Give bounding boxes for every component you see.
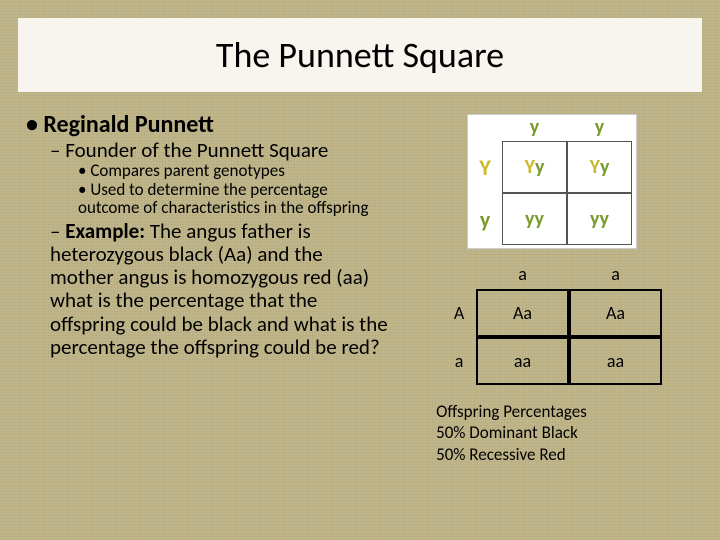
yy-cell-3: yy <box>567 193 632 245</box>
slide-title: The Punnett Square <box>216 33 504 77</box>
left-column: Reginald Punnett Founder of the Punnett … <box>26 110 400 524</box>
yy-left-top: Y <box>468 141 502 193</box>
content-area: Reginald Punnett Founder of the Punnett … <box>26 110 694 524</box>
bullet-l1-text: Reginald Punnett <box>43 110 214 139</box>
bullet-l2b: Example: The angus father is heterozygou… <box>50 220 390 359</box>
aa-cell-01: Aa <box>569 289 662 337</box>
yy-top-left: y <box>502 115 567 141</box>
bullet-list-l1: Reginald Punnett Founder of the Punnett … <box>26 110 390 359</box>
title-band: The Punnett Square <box>18 18 702 92</box>
yy-cell-0: Yy <box>502 141 567 193</box>
offspring-percentages: Offspring Percentages 50% Dominant Black… <box>410 401 587 465</box>
right-column: y y Y y Yy Yy yy yy a a A Aa Aa <box>400 110 694 524</box>
aa-left-1: a <box>442 337 476 385</box>
aa-cell-10: aa <box>476 337 569 385</box>
aa-punnett-wrap: a a A Aa Aa a aa aa <box>442 259 662 385</box>
bullet-l3a: Compares parent genotypes <box>78 162 390 181</box>
aa-blank <box>442 259 476 289</box>
yy-grid: Yy Yy yy yy <box>502 141 632 245</box>
bullet-l3b: Used to determine the percentage outcome… <box>78 181 390 218</box>
yy-top-labels: y y <box>502 115 632 141</box>
aa-cell-11: aa <box>569 337 662 385</box>
offspring-line3: 50% Recessive Red <box>436 444 587 465</box>
aa-left-0: A <box>442 289 476 337</box>
yy-top-right: y <box>567 115 632 141</box>
aa-top-0: a <box>476 259 569 289</box>
yy-cell-1: Yy <box>567 141 632 193</box>
bullet-l2a: Founder of the Punnett Square Compares p… <box>50 139 390 218</box>
bullet-list-l2: Founder of the Punnett Square Compares p… <box>26 139 390 359</box>
offspring-line2: 50% Dominant Black <box>436 422 587 443</box>
bullet-l1: Reginald Punnett Founder of the Punnett … <box>26 110 390 359</box>
yy-left-bottom: y <box>468 193 502 245</box>
bullet-l2a-text: Founder of the Punnett Square <box>65 137 328 163</box>
yy-cell-2: yy <box>502 193 567 245</box>
aa-punnett-table: a a A Aa Aa a aa aa <box>442 259 662 385</box>
offspring-line1: Offspring Percentages <box>436 401 587 422</box>
aa-cell-00: Aa <box>476 289 569 337</box>
aa-top-1: a <box>569 259 662 289</box>
yy-left-labels: Y y <box>468 141 502 245</box>
bullet-list-l3: Compares parent genotypes Used to determ… <box>50 162 390 218</box>
example-label: Example: <box>65 218 145 244</box>
yy-punnett-image: y y Y y Yy Yy yy yy <box>467 114 637 249</box>
